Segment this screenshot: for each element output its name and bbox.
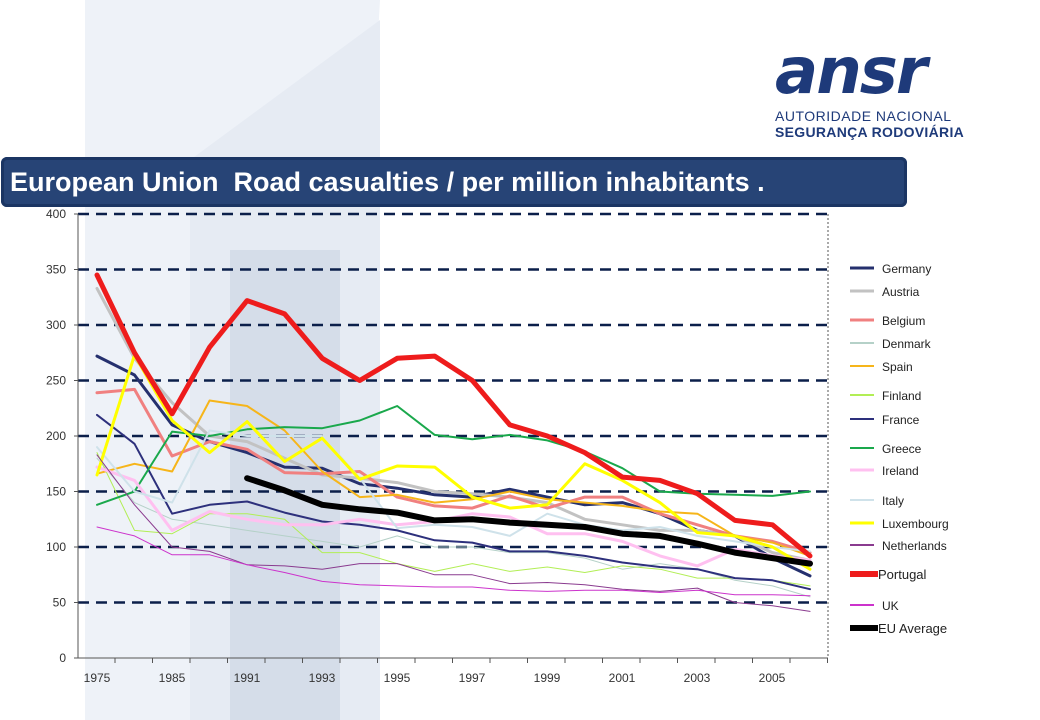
grid bbox=[78, 212, 828, 604]
y-tick-label: 300 bbox=[46, 318, 66, 332]
legend-label-germany: Germany bbox=[882, 262, 931, 276]
chart-title: European Union Road casualties / per mil… bbox=[10, 167, 765, 197]
series-line-italy bbox=[96, 429, 811, 553]
legend-label-ireland: Ireland bbox=[882, 464, 919, 478]
legend-label-uk: UK bbox=[882, 599, 899, 613]
logo-line-1: AUTORIDADE NACIONAL bbox=[775, 108, 952, 124]
legend-label-austria: Austria bbox=[882, 285, 920, 299]
legend-label-france: France bbox=[882, 413, 920, 427]
title-bar: European Union Road casualties / per mil… bbox=[1, 157, 907, 207]
ansr-logo: ansr AUTORIDADE NACIONAL SEGURANÇA RODOV… bbox=[775, 40, 975, 140]
legend-label-italy: Italy bbox=[882, 494, 904, 508]
series-line-portugal bbox=[94, 272, 813, 559]
y-tick-label: 150 bbox=[46, 485, 66, 499]
axes: 0 50 100 150 200 250 300 350 400 1975 1985 1991 1993… bbox=[46, 207, 829, 685]
legend-label-greece: Greece bbox=[882, 442, 922, 456]
x-tick-label: 1997 bbox=[459, 671, 486, 685]
series-line-belgium bbox=[95, 387, 812, 555]
y-tick-label: 50 bbox=[53, 596, 67, 610]
x-tick-label: 2003 bbox=[684, 671, 711, 685]
y-tick-label: 200 bbox=[46, 429, 66, 443]
series-line-greece bbox=[96, 405, 811, 506]
legend-label-finland: Finland bbox=[882, 389, 921, 403]
x-tick-label: 1995 bbox=[384, 671, 411, 685]
legend-label-luxembourg: Luxembourg bbox=[882, 517, 949, 531]
series-line-uk bbox=[96, 526, 811, 597]
series-line-luxembourg bbox=[95, 353, 812, 571]
series-line-austria bbox=[95, 286, 812, 562]
legend-label-denmark: Denmark bbox=[882, 337, 932, 351]
legend: Germany Austria Belgium Denmark Spain Finland… bbox=[850, 262, 949, 636]
x-tick-label: 2001 bbox=[609, 671, 636, 685]
legend-label-belgium: Belgium bbox=[882, 314, 925, 328]
line-chart: 0 50 100 150 200 250 300 350 400 1975 1985 1991 1993… bbox=[46, 207, 949, 685]
y-tick-label: 0 bbox=[59, 651, 66, 665]
x-tick-label: 2005 bbox=[759, 671, 786, 685]
x-tick-label: 1991 bbox=[234, 671, 261, 685]
x-tick-label: 1999 bbox=[534, 671, 561, 685]
logo-line-2: SEGURANÇA RODOVIÁRIA bbox=[775, 124, 965, 140]
y-tick-label: 100 bbox=[46, 540, 66, 554]
x-tick-label: 1985 bbox=[159, 671, 186, 685]
series-group bbox=[94, 272, 813, 612]
legend-label-netherlands: Netherlands bbox=[882, 539, 947, 553]
series-line-netherlands bbox=[96, 454, 811, 612]
series-line-spain bbox=[96, 399, 811, 557]
x-tick-label: 1975 bbox=[84, 671, 111, 685]
series-line-eu-average bbox=[244, 475, 813, 567]
series-line-france bbox=[96, 413, 811, 591]
y-tick-label: 350 bbox=[46, 263, 66, 277]
logo-mark: ansr bbox=[775, 35, 927, 109]
legend-label-portugal: Portugal bbox=[878, 567, 927, 582]
legend-label-spain: Spain bbox=[882, 360, 913, 374]
legend-label-eu-average: EU Average bbox=[878, 621, 947, 636]
y-tick-label: 250 bbox=[46, 374, 66, 388]
x-tick-label: 1993 bbox=[309, 671, 336, 685]
y-tick-label: 400 bbox=[46, 207, 66, 221]
